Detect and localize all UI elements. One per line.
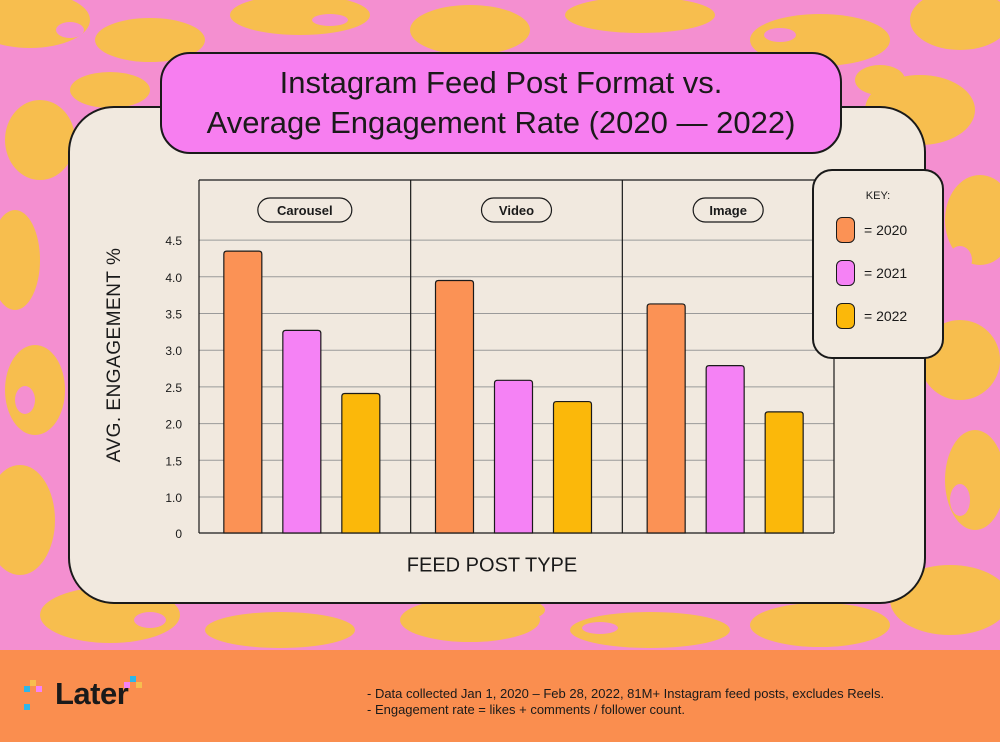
bar-chart: 0 1.0 1.5 2.0 2.5 3.0 3.5 4.0 4.5 Carousel Video Im… [165,179,835,541]
bar-carousel-2020 [223,250,263,534]
legend-label-2022: = 2022 [864,308,908,324]
legend-item-2020: = 2020 [836,217,907,243]
y-axis-label: AVG. ENGAGEMENT % [104,247,125,463]
y-tick-label: 3.0 [165,344,182,358]
y-tick-label: 0 [175,527,182,541]
later-logo: Later [24,676,144,720]
y-tick-label: 1.0 [165,491,182,505]
legend-swatch-2022 [836,303,855,329]
category-label-carousel: Carousel [277,203,333,218]
footer-note-1: - Data collected Jan 1, 2020 – Feb 28, 2… [367,686,885,701]
bar-image-2021 [705,365,745,534]
bar-video-2021 [493,379,534,534]
footer-notes: - Data collected Jan 1, 2020 – Feb 28, 2… [367,686,884,718]
footer-note-2: - Engagement rate = likes + comments / f… [367,702,685,717]
legend-swatch-2020 [836,217,855,243]
category-pill-image [692,197,764,223]
x-axis-label: FEED POST TYPE [406,554,578,577]
legend-label-2021: = 2021 [864,265,908,281]
bar-carousel-2021 [282,329,322,534]
bar-image-2022 [764,411,804,534]
legend-item-2021: = 2021 [836,260,907,286]
logo-text: Later [55,676,129,711]
legend-title: KEY: [865,190,891,202]
y-tick-label: 2.5 [165,381,182,395]
y-tick-label: 1.5 [165,454,182,468]
bar-video-2022 [552,400,593,534]
chart-title-line-2: Average Engagement Rate (2020 — 2022) [206,105,796,140]
category-pill-carousel [257,197,353,223]
category-label-image: Image [709,203,747,218]
category-pill-video [480,197,553,223]
bar-image-2020 [646,303,686,534]
legend-box: KEY: = 2020 = 2021 = 2022 [812,169,944,359]
legend-swatch-2021 [836,260,855,286]
bar-carousel-2022 [341,392,381,534]
legend-item-2022: = 2022 [836,303,907,329]
logo-pixels-icon [24,680,42,710]
logo-pixels-right-icon [124,676,142,688]
chart-title-line-1: Instagram Feed Post Format vs. [279,65,723,100]
bar-video-2020 [434,279,475,534]
category-label-video: Video [499,203,534,218]
y-tick-label: 3.5 [165,308,182,322]
y-tick-label: 4.0 [165,271,182,285]
legend-label-2020: = 2020 [864,222,908,238]
chart-title-box: Instagram Feed Post Format vs. Average E… [160,52,842,154]
y-tick-label: 4.5 [165,234,182,248]
y-tick-label: 2.0 [165,418,182,432]
footer-bar [0,650,1000,742]
